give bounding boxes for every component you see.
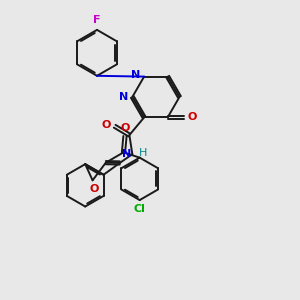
Text: O: O [120, 123, 130, 133]
Text: O: O [188, 112, 197, 122]
Text: H: H [139, 148, 147, 158]
Text: N: N [119, 92, 128, 102]
Text: O: O [102, 120, 111, 130]
Text: N: N [131, 70, 141, 80]
Text: Cl: Cl [134, 204, 146, 214]
Text: O: O [89, 184, 99, 194]
Text: N: N [122, 149, 131, 159]
Text: F: F [93, 15, 101, 26]
